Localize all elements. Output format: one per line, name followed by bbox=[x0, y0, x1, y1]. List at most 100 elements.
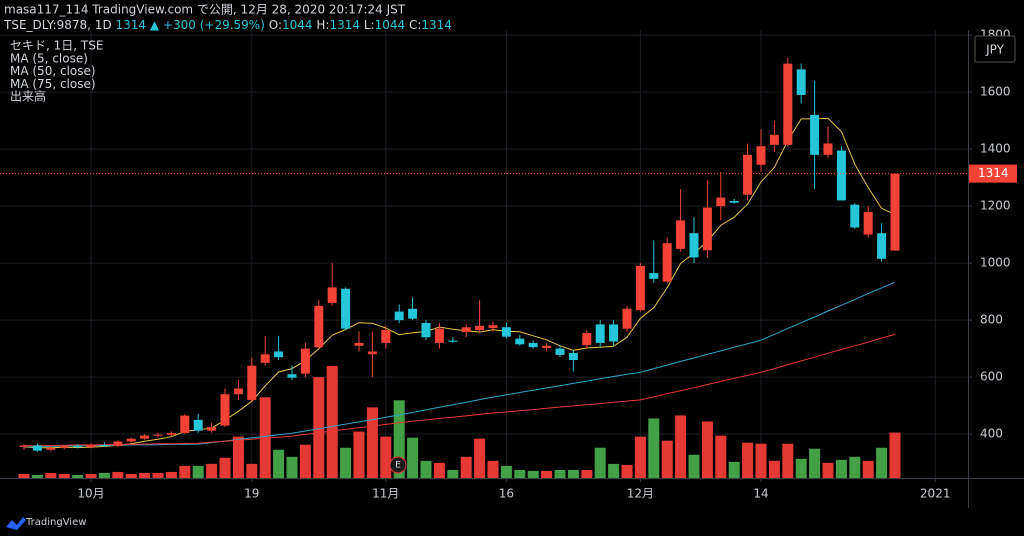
x-tick-label: 19 bbox=[244, 487, 259, 501]
candle-body bbox=[354, 342, 364, 346]
candle-body bbox=[475, 325, 485, 331]
candle-body bbox=[166, 432, 176, 435]
candle-body bbox=[649, 273, 659, 279]
x-tick-label: 16 bbox=[499, 487, 514, 501]
candle-body bbox=[394, 311, 404, 321]
volume-bar bbox=[500, 465, 512, 478]
volume-bar bbox=[152, 472, 164, 478]
volume-bar bbox=[313, 377, 325, 478]
volume-bar bbox=[701, 421, 713, 478]
volume-bar bbox=[541, 470, 553, 478]
candle-body bbox=[99, 444, 109, 447]
time-axis: 10月 19 11月 16 12月 14 2021 bbox=[77, 478, 950, 501]
candle-body bbox=[488, 325, 498, 329]
volume-bar bbox=[809, 448, 821, 478]
volume-bar bbox=[755, 443, 767, 478]
volume-bar bbox=[835, 459, 847, 478]
volume-bar bbox=[273, 449, 285, 478]
y-tick-label: 1200 bbox=[980, 199, 1011, 213]
ma-line bbox=[24, 281, 896, 448]
last-price-label: 1314 bbox=[978, 166, 1009, 180]
volume-bar bbox=[782, 443, 794, 478]
volume-bar bbox=[554, 469, 566, 478]
x-tick-label: 2021 bbox=[920, 487, 951, 501]
volume-bar bbox=[206, 463, 218, 478]
candle-body bbox=[247, 365, 257, 400]
candle-body bbox=[609, 324, 619, 342]
volume-bar bbox=[219, 457, 231, 478]
candle-body bbox=[461, 327, 471, 333]
volume-bar bbox=[474, 438, 486, 478]
volume-bar bbox=[112, 471, 124, 478]
candle-body bbox=[702, 207, 712, 251]
legend-entry: セキド, 1日, TSE bbox=[10, 39, 103, 53]
candle-body bbox=[341, 288, 351, 329]
candle-body bbox=[850, 204, 860, 228]
candle-body bbox=[729, 200, 739, 203]
y-tick-label: 1000 bbox=[980, 256, 1011, 270]
volume-bar bbox=[822, 462, 834, 478]
candle-body bbox=[515, 338, 525, 345]
candle-body bbox=[635, 265, 645, 311]
candles bbox=[19, 57, 900, 452]
candle-body bbox=[756, 146, 766, 165]
currency: JPY bbox=[985, 43, 1005, 57]
candle-body bbox=[408, 308, 418, 319]
legend-entry: 出来高 bbox=[10, 89, 46, 104]
volume-bar bbox=[688, 454, 700, 478]
low-value: 1044 bbox=[375, 18, 406, 32]
volume-bar bbox=[862, 460, 874, 478]
volume-bar bbox=[340, 447, 352, 478]
candle-body bbox=[32, 445, 42, 451]
volume-bar bbox=[72, 474, 84, 478]
y-tick-label: 800 bbox=[980, 313, 1003, 327]
candle-body bbox=[743, 154, 753, 195]
candle-body bbox=[19, 445, 29, 447]
symbol: TSE_DLY:9878, 1D bbox=[3, 18, 112, 32]
close-value: 1314 bbox=[421, 18, 452, 32]
volume-bar bbox=[567, 469, 579, 478]
earnings-marker[interactable] bbox=[389, 456, 407, 474]
volume-bar bbox=[420, 460, 432, 478]
candle-body bbox=[783, 63, 793, 145]
candle-body bbox=[528, 342, 538, 348]
earnings-label: E bbox=[395, 461, 401, 471]
candle-body bbox=[448, 340, 458, 342]
volume-bar bbox=[326, 366, 338, 478]
candle-body bbox=[810, 114, 820, 155]
candle-body bbox=[233, 388, 243, 395]
candle-body bbox=[836, 150, 846, 201]
change: ▲ +300 (+29.59%) bbox=[150, 18, 265, 32]
low-key: L: bbox=[364, 18, 375, 32]
volume-bar bbox=[849, 456, 861, 478]
candle-body bbox=[193, 419, 203, 431]
y-tick-label: 1400 bbox=[980, 142, 1011, 156]
volume-bar bbox=[366, 407, 378, 478]
volume-bar bbox=[18, 473, 30, 478]
volume-bar bbox=[527, 470, 539, 478]
candle-body bbox=[769, 134, 779, 145]
candle-body bbox=[434, 328, 444, 343]
brand-icon bbox=[6, 517, 26, 530]
volume-bar bbox=[487, 460, 499, 478]
volume-bar bbox=[45, 472, 57, 478]
volume-bar bbox=[715, 435, 727, 478]
y-tick-label: 400 bbox=[980, 427, 1003, 441]
volume-bar bbox=[460, 456, 472, 478]
candle-body bbox=[126, 438, 136, 442]
volume-bar bbox=[447, 469, 459, 478]
volume-bar bbox=[353, 431, 365, 478]
volume-bar bbox=[648, 418, 660, 478]
candle-body bbox=[327, 287, 337, 304]
candle-body bbox=[568, 352, 578, 361]
volume-bar bbox=[85, 473, 97, 478]
volume-bar bbox=[514, 469, 526, 478]
volume-bar bbox=[889, 432, 901, 478]
volume-bar bbox=[433, 462, 445, 478]
candle-body bbox=[796, 69, 806, 95]
candle-body bbox=[501, 327, 511, 337]
open-key: O: bbox=[269, 18, 282, 32]
